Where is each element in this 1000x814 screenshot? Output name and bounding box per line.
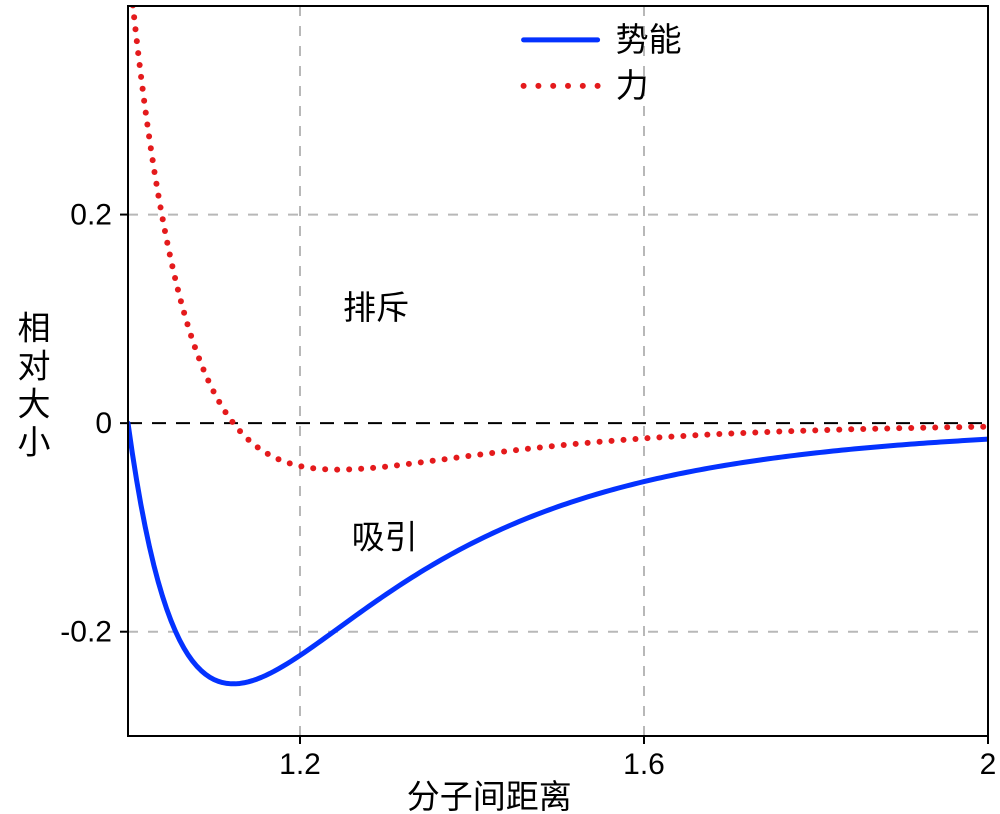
x-axis-label: 分子间距离 bbox=[407, 778, 572, 814]
plot-background bbox=[128, 6, 988, 736]
legend-swatch bbox=[521, 83, 527, 89]
legend-swatch bbox=[595, 83, 601, 89]
legend-swatch bbox=[550, 83, 556, 89]
ytick-label: 0.2 bbox=[70, 199, 112, 232]
y-axis-label-char: 小 bbox=[18, 424, 51, 461]
annotation: 排斥 bbox=[343, 289, 409, 326]
xtick-label: 2 bbox=[980, 748, 997, 781]
xtick-label: 1.2 bbox=[279, 748, 321, 781]
legend-swatch bbox=[565, 83, 571, 89]
xtick-label: 1.6 bbox=[623, 748, 665, 781]
legend-swatch bbox=[580, 83, 586, 89]
legend-label: 力 bbox=[616, 67, 649, 104]
legend-swatch bbox=[535, 83, 541, 89]
ytick-label: -0.2 bbox=[60, 616, 112, 649]
y-axis-label-char: 相 bbox=[18, 310, 51, 347]
y-axis-label-char: 对 bbox=[18, 348, 51, 385]
ytick-label: 0 bbox=[95, 407, 112, 440]
annotation: 吸引 bbox=[352, 518, 418, 555]
y-axis-label-char: 大 bbox=[18, 386, 51, 423]
lj-chart: 1.2 1.6 2 -0.2 0 0.2 排斥吸引 势能力 分子间距离 相对大小 bbox=[0, 0, 1000, 814]
legend-label: 势能 bbox=[616, 21, 682, 58]
